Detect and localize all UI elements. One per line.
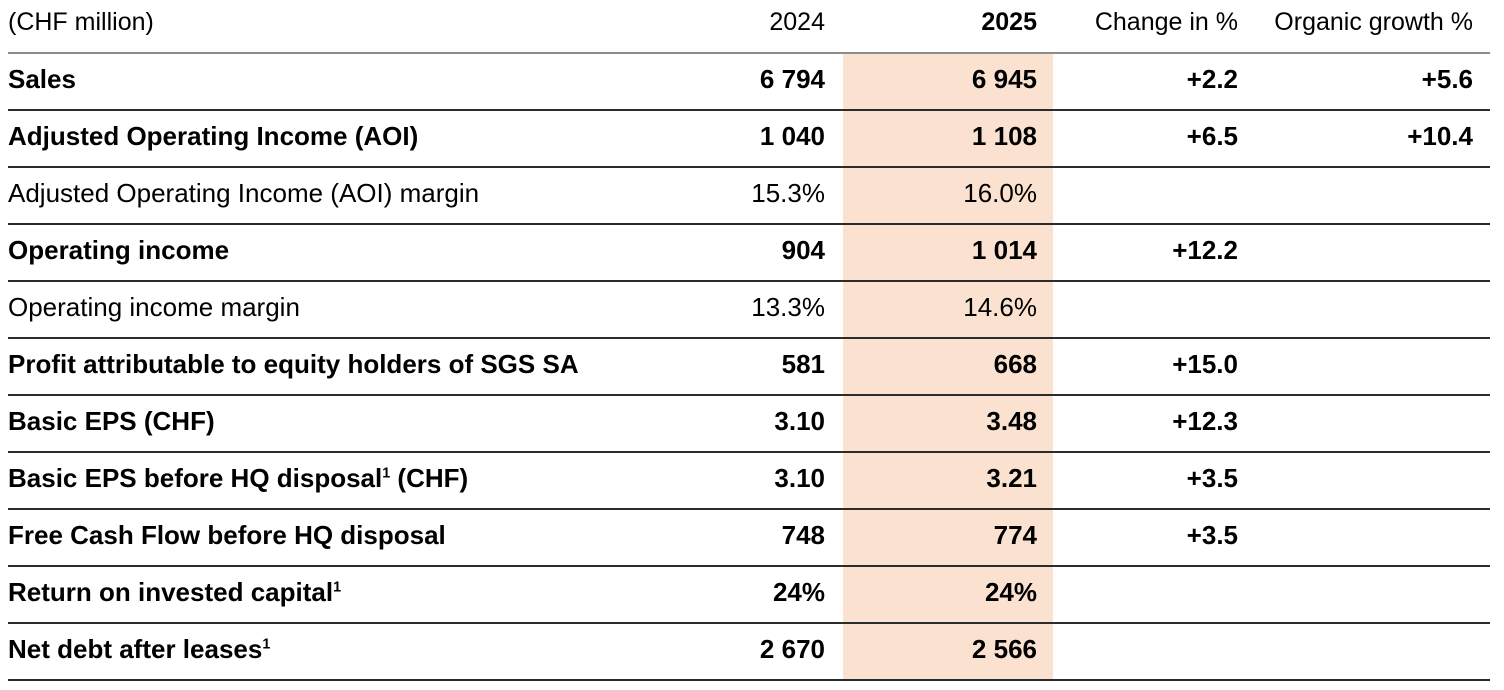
results-table: (CHF million) 2024 2025 Change in % Orga… bbox=[8, 0, 1490, 681]
col-header-2024: 2024 bbox=[598, 0, 843, 54]
cell-change bbox=[1053, 566, 1253, 624]
cell-organic bbox=[1253, 338, 1490, 396]
col-header-2025: 2025 bbox=[843, 0, 1053, 54]
cell-change: +6.5 bbox=[1053, 110, 1253, 168]
row-label: Return on invested capital1 bbox=[8, 566, 598, 624]
row-label-text: Adjusted Operating Income (AOI) bbox=[8, 121, 419, 151]
cell-organic: +5.6 bbox=[1253, 53, 1490, 111]
row-label-text: Profit attributable to equity holders of… bbox=[8, 349, 579, 379]
cell-change bbox=[1053, 167, 1253, 225]
cell-2025: 3.48 bbox=[843, 395, 1053, 453]
cell-2024: 6 794 bbox=[598, 53, 843, 111]
cell-2025: 2 566 bbox=[843, 623, 1053, 681]
cell-2025: 16.0% bbox=[843, 167, 1053, 225]
row-label-sup: 1 bbox=[382, 465, 391, 482]
cell-organic bbox=[1253, 566, 1490, 624]
table-row: Operating income margin 13.3% 14.6% bbox=[8, 281, 1490, 339]
row-label-text: Operating income bbox=[8, 235, 230, 265]
cell-2024: 3.10 bbox=[598, 452, 843, 510]
row-label-text: Adjusted Operating Income (AOI) margin bbox=[8, 178, 480, 208]
row-label-suffix: (CHF) bbox=[390, 463, 469, 493]
table-row: Adjusted Operating Income (AOI) margin 1… bbox=[8, 167, 1490, 225]
cell-2025: 1 108 bbox=[843, 110, 1053, 168]
row-label: Free Cash Flow before HQ disposal bbox=[8, 509, 598, 567]
cell-change: +12.3 bbox=[1053, 395, 1253, 453]
cell-organic bbox=[1253, 452, 1490, 510]
cell-2025: 14.6% bbox=[843, 281, 1053, 339]
row-label-sup: 1 bbox=[262, 636, 271, 653]
table-row: Basic EPS before HQ disposal1 (CHF) 3.10… bbox=[8, 452, 1490, 510]
cell-2024: 748 bbox=[598, 509, 843, 567]
cell-2024: 581 bbox=[598, 338, 843, 396]
row-label: Operating income bbox=[8, 224, 598, 282]
cell-2025: 6 945 bbox=[843, 53, 1053, 111]
row-label-text: Basic EPS (CHF) bbox=[8, 406, 215, 436]
cell-2024: 904 bbox=[598, 224, 843, 282]
cell-2024: 24% bbox=[598, 566, 843, 624]
row-label-text: Return on invested capital bbox=[8, 577, 334, 607]
table-row: Profit attributable to equity holders of… bbox=[8, 338, 1490, 396]
cell-organic bbox=[1253, 395, 1490, 453]
cell-change: +12.2 bbox=[1053, 224, 1253, 282]
table-row: Net debt after leases1 2 670 2 566 bbox=[8, 623, 1490, 681]
cell-2025: 774 bbox=[843, 509, 1053, 567]
cell-2024: 2 670 bbox=[598, 623, 843, 681]
cell-2025: 24% bbox=[843, 566, 1053, 624]
table-row: Adjusted Operating Income (AOI) 1 040 1 … bbox=[8, 110, 1490, 168]
row-label-sup: 1 bbox=[333, 579, 342, 596]
cell-2025: 668 bbox=[843, 338, 1053, 396]
cell-2024: 15.3% bbox=[598, 167, 843, 225]
cell-organic bbox=[1253, 167, 1490, 225]
row-label-text: Net debt after leases bbox=[8, 634, 263, 664]
cell-change: +3.5 bbox=[1053, 509, 1253, 567]
cell-change bbox=[1053, 281, 1253, 339]
table-row: Sales 6 794 6 945 +2.2 +5.6 bbox=[8, 53, 1490, 111]
row-label: Adjusted Operating Income (AOI) bbox=[8, 110, 598, 168]
table-row: Basic EPS (CHF) 3.10 3.48 +12.3 bbox=[8, 395, 1490, 453]
table-row: Free Cash Flow before HQ disposal 748 77… bbox=[8, 509, 1490, 567]
cell-2025: 1 014 bbox=[843, 224, 1053, 282]
cell-2024: 1 040 bbox=[598, 110, 843, 168]
cell-organic bbox=[1253, 509, 1490, 567]
row-label-text: Basic EPS before HQ disposal bbox=[8, 463, 383, 493]
row-label: Basic EPS (CHF) bbox=[8, 395, 598, 453]
table-row: Return on invested capital1 24% 24% bbox=[8, 566, 1490, 624]
col-header-organic: Organic growth % bbox=[1253, 0, 1490, 54]
cell-change: +2.2 bbox=[1053, 53, 1253, 111]
row-label-text: Operating income margin bbox=[8, 292, 300, 322]
cell-change bbox=[1053, 623, 1253, 681]
row-label: Sales bbox=[8, 53, 598, 111]
row-label-text: Sales bbox=[8, 64, 76, 94]
table-row: Operating income 904 1 014 +12.2 bbox=[8, 224, 1490, 282]
cell-change: +15.0 bbox=[1053, 338, 1253, 396]
cell-organic: +10.4 bbox=[1253, 110, 1490, 168]
cell-organic bbox=[1253, 224, 1490, 282]
cell-change: +3.5 bbox=[1053, 452, 1253, 510]
cell-organic bbox=[1253, 623, 1490, 681]
cell-2024: 3.10 bbox=[598, 395, 843, 453]
col-header-unit: (CHF million) bbox=[8, 0, 598, 54]
table-header: (CHF million) 2024 2025 Change in % Orga… bbox=[8, 0, 1490, 54]
cell-2025: 3.21 bbox=[843, 452, 1053, 510]
row-label: Basic EPS before HQ disposal1 (CHF) bbox=[8, 452, 598, 510]
cell-2024: 13.3% bbox=[598, 281, 843, 339]
header-row: (CHF million) 2024 2025 Change in % Orga… bbox=[8, 0, 1490, 54]
table-body: Sales 6 794 6 945 +2.2 +5.6 Adjusted Ope… bbox=[8, 53, 1490, 681]
col-header-change: Change in % bbox=[1053, 0, 1253, 54]
row-label: Net debt after leases1 bbox=[8, 623, 598, 681]
row-label: Operating income margin bbox=[8, 281, 598, 339]
financial-highlights-table: (CHF million) 2024 2025 Change in % Orga… bbox=[8, 0, 1490, 681]
row-label: Adjusted Operating Income (AOI) margin bbox=[8, 167, 598, 225]
row-label: Profit attributable to equity holders of… bbox=[8, 338, 598, 396]
cell-organic bbox=[1253, 281, 1490, 339]
row-label-text: Free Cash Flow before HQ disposal bbox=[8, 520, 446, 550]
